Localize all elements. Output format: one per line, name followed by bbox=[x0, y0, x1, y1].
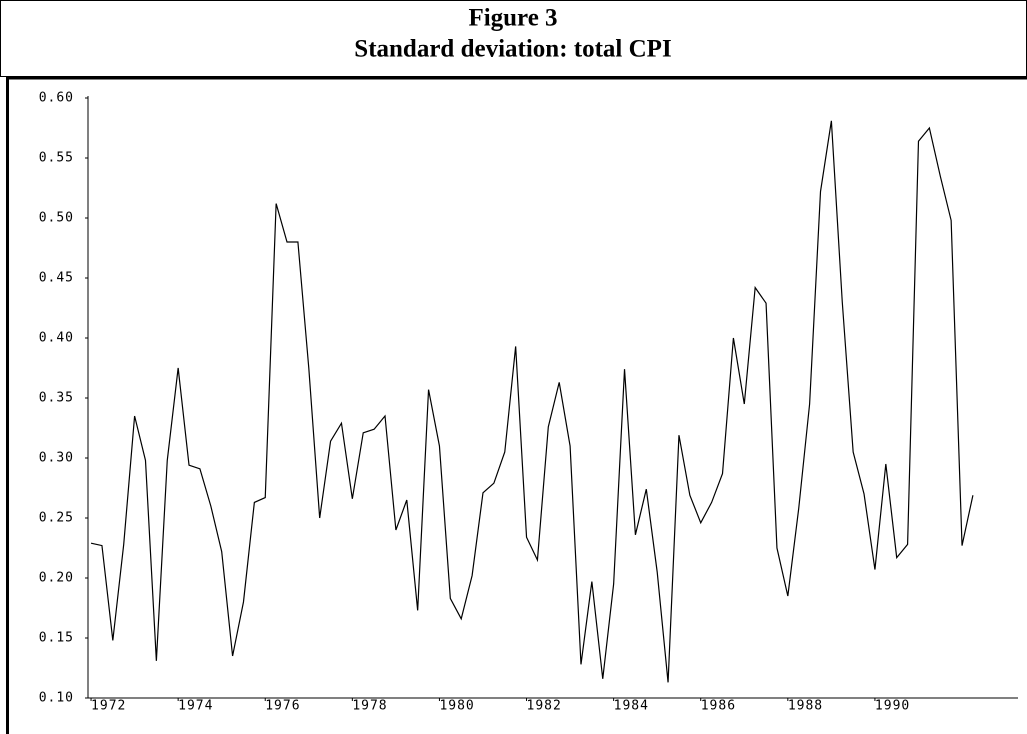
y-tick-label: 0.20 bbox=[39, 571, 74, 586]
x-tick-label: 1986 bbox=[701, 699, 736, 714]
chart-subtitle: Standard deviation: total CPI bbox=[354, 36, 671, 63]
x-tick-label: 1974 bbox=[178, 699, 213, 714]
y-tick-label: 0.40 bbox=[39, 331, 74, 346]
line-series bbox=[90, 120, 974, 683]
y-tick-label: 0.50 bbox=[39, 211, 74, 226]
x-tick-label: 1976 bbox=[265, 699, 300, 714]
y-tick-label: 0.25 bbox=[39, 511, 74, 526]
y-tick-label: 0.35 bbox=[39, 391, 74, 406]
y-tick-label: 0.55 bbox=[39, 151, 74, 166]
x-tick-label: 1988 bbox=[788, 699, 823, 714]
y-tick-label: 0.15 bbox=[39, 631, 74, 646]
y-tick-label: 0.10 bbox=[39, 691, 74, 706]
x-tick-label: 1990 bbox=[875, 699, 910, 714]
x-tick-label: 1984 bbox=[614, 699, 649, 714]
y-tick-label: 0.60 bbox=[39, 91, 74, 106]
y-tick-label: 0.45 bbox=[39, 271, 74, 286]
x-tick-label: 1972 bbox=[91, 699, 126, 714]
y-tick-label: 0.30 bbox=[39, 451, 74, 466]
chart-title: Figure 3 bbox=[468, 5, 557, 32]
x-tick-label: 1978 bbox=[352, 699, 387, 714]
x-tick-label: 1980 bbox=[439, 699, 474, 714]
x-tick-label: 1982 bbox=[527, 699, 562, 714]
